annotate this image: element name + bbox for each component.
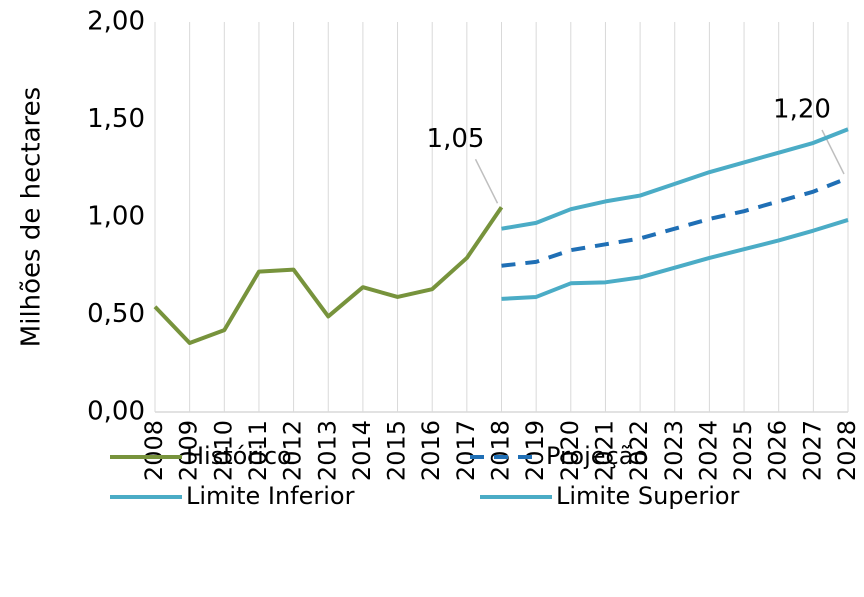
data-label: 1,05 xyxy=(427,124,485,154)
x-tick-label: 2024 xyxy=(694,420,722,481)
series-line xyxy=(501,127,849,231)
y-tick-label: 0,50 xyxy=(87,299,145,329)
x-tick-label: 2025 xyxy=(729,420,757,481)
x-tick-label: 2017 xyxy=(452,420,480,481)
x-tick-label: 2028 xyxy=(833,420,861,481)
data-label: 1,20 xyxy=(773,95,831,125)
x-tick-label: 2012 xyxy=(279,420,307,481)
x-tick-label: 2016 xyxy=(417,420,445,481)
y-tick-label: 1,00 xyxy=(87,202,145,232)
x-tick-label: 2011 xyxy=(244,420,272,481)
x-tick-label: 2009 xyxy=(175,420,203,481)
x-tick-label: 2019 xyxy=(521,420,549,481)
x-tick-label: 2022 xyxy=(625,420,653,481)
x-tick-label: 2013 xyxy=(313,420,341,481)
x-tick-label: 2021 xyxy=(590,420,618,481)
series-line xyxy=(153,206,504,345)
leader-line xyxy=(474,158,499,204)
y-tick-label: 0,00 xyxy=(87,397,145,427)
series-line xyxy=(501,218,849,301)
x-tick-label: 2018 xyxy=(487,420,515,481)
x-tick-label: 2010 xyxy=(209,420,237,481)
x-tick-label: 2026 xyxy=(764,420,792,481)
legend-label: Limite Superior xyxy=(556,482,740,510)
legend-label: Projeção xyxy=(546,442,648,470)
x-tick-label: 2008 xyxy=(140,420,168,481)
legend-label: Limite Inferior xyxy=(186,482,355,510)
y-axis-title: Milhões de hectares xyxy=(17,87,47,347)
y-tick-label: 1,50 xyxy=(87,104,145,134)
legend-label: Histórico xyxy=(186,442,292,470)
x-tick-label: 2027 xyxy=(798,420,826,481)
series-line xyxy=(501,176,849,268)
x-tick-label: 2020 xyxy=(556,420,584,481)
x-tick-label: 2015 xyxy=(383,420,411,481)
y-tick-label: 2,00 xyxy=(87,7,145,37)
x-tick-label: 2023 xyxy=(660,420,688,481)
x-tick-label: 2014 xyxy=(348,420,376,481)
